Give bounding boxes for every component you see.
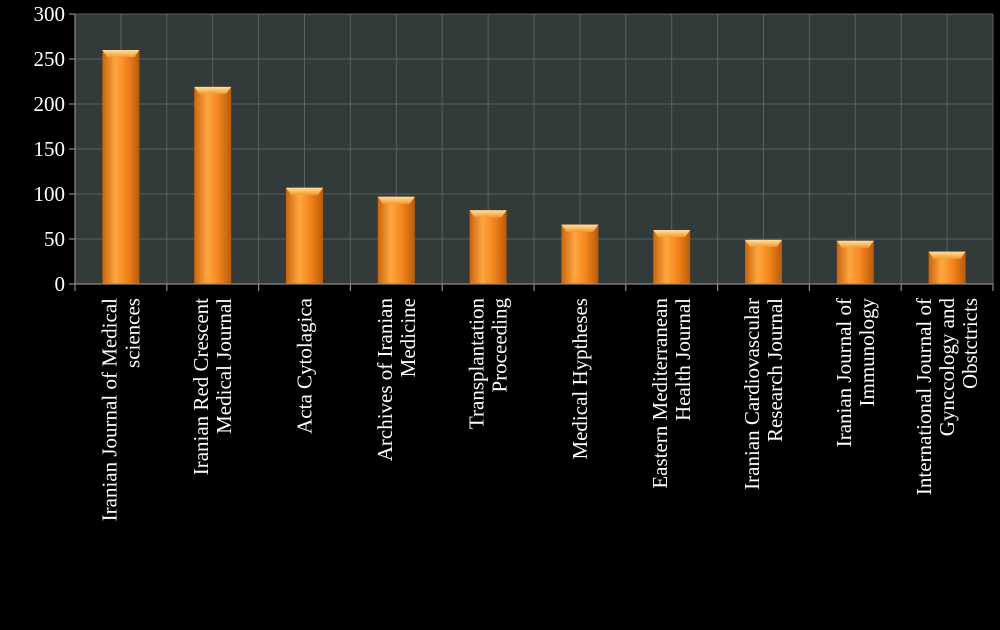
x-category-label: Iranian Journal of Medical — [97, 298, 121, 521]
x-category-label: Eastern Mediterranean — [648, 298, 672, 489]
bars — [102, 50, 966, 285]
bar — [928, 251, 966, 284]
bar-cap — [469, 210, 507, 218]
x-category-label: sciences — [120, 298, 144, 368]
y-tick-label: 150 — [34, 137, 66, 161]
bar-cap — [102, 50, 140, 57]
y-tick-label: 0 — [55, 272, 66, 296]
bar-body — [653, 230, 691, 284]
bar-body — [836, 240, 874, 284]
bar-body — [745, 239, 782, 284]
bar-body — [469, 210, 507, 284]
x-category-label: Medicine — [396, 298, 420, 377]
bar-cap — [561, 224, 599, 232]
y-tick-label: 250 — [34, 47, 66, 71]
x-category-label: Obstctricts — [958, 298, 982, 389]
bar — [469, 210, 507, 284]
bar — [836, 240, 874, 284]
bar-body — [377, 196, 415, 284]
bar — [653, 230, 691, 284]
bar-cap — [653, 230, 691, 237]
x-category-label: Research Journal — [763, 298, 787, 442]
bar — [377, 196, 415, 284]
y-tick-label: 200 — [34, 92, 66, 116]
x-category-label: Medical Journal — [212, 298, 236, 434]
x-category-label: Proceeding — [488, 298, 512, 393]
bar-cap — [194, 86, 232, 94]
x-category-label: Acta Cytolagica — [293, 297, 317, 434]
y-tick-label: 300 — [34, 2, 66, 26]
bar-body — [102, 50, 140, 284]
bar-cap — [928, 251, 966, 259]
bar-cap — [377, 196, 415, 204]
bar — [102, 50, 140, 284]
bar — [286, 187, 323, 284]
y-axis-ticks: 0 50 100 150 200 250 300 — [34, 2, 66, 296]
x-category-label: International Journal of — [912, 298, 936, 495]
x-category-label: Iranian Cardiovascular — [740, 298, 764, 490]
x-category-label: Health Journal — [671, 298, 695, 421]
x-category-label: Transplantation — [465, 298, 489, 430]
bar — [745, 239, 782, 284]
x-category-label: Iranian Red Crescent — [189, 298, 213, 475]
axes — [69, 13, 994, 291]
bar-cap — [745, 239, 782, 247]
y-tick-label: 50 — [44, 227, 65, 251]
x-category-label: Archives of Iranian — [373, 298, 397, 462]
bar-cap — [836, 240, 874, 248]
bar-body — [194, 86, 232, 285]
x-category-label: Gynccology and — [935, 298, 959, 437]
x-category-label: Medical Hyptheses — [568, 298, 592, 460]
bar-body — [286, 187, 323, 284]
x-category-label: Immunology — [855, 298, 879, 407]
y-tick-label: 100 — [34, 182, 66, 206]
bar-cap — [286, 187, 323, 195]
bar — [194, 86, 232, 285]
bar — [561, 224, 599, 284]
bar-body — [561, 224, 599, 284]
x-category-label: Iranian Journal of — [832, 298, 856, 447]
